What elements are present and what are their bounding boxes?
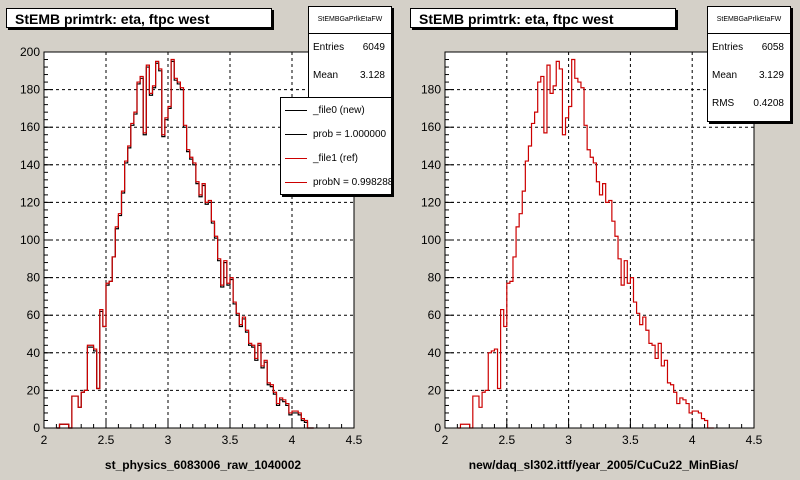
legend-entry-file1: _file1 (ref) <box>281 146 391 170</box>
left-stats-box: StEMBGaPrlkEtaFW Entries 6049 Mean 3.128 <box>308 6 392 98</box>
plot1-x-tick-label: 4.5 <box>746 433 763 447</box>
plot0-y-tick-label: 0 <box>33 421 40 435</box>
right-stats-box: StEMBGaPrlkEtaFW Entries 6058 Mean 3.129… <box>707 6 791 122</box>
left-stats-row-entries: Entries 6049 <box>313 42 385 53</box>
plot0-y-tick-label: 140 <box>20 158 40 172</box>
plot1-y-tick-label: 180 <box>421 83 441 97</box>
plot0-x-axis-label: st_physics_6083006_raw_1040002 <box>105 458 301 472</box>
plot0-x-tick-label: 3 <box>165 433 172 447</box>
legend-line-black <box>285 109 307 111</box>
plot0-x-tick-label: 2 <box>41 433 48 447</box>
left-stats-name: StEMBGaPrlkEtaFW <box>309 7 391 34</box>
plot0-y-tick-label: 120 <box>20 195 40 209</box>
plot0-y-tick-label: 160 <box>20 120 40 134</box>
plot1-y-tick-label: 100 <box>421 233 441 247</box>
plot0-y-tick-label: 20 <box>27 383 41 397</box>
legend-entry-probn: probN = 0.998288 <box>281 170 391 194</box>
plot1-y-tick-label: 40 <box>428 346 442 360</box>
plot0-y-tick-label: 80 <box>27 271 41 285</box>
right-plot-title: StEMB primtrk: eta, ftpc west <box>410 8 676 28</box>
plot1-y-tick-label: 60 <box>428 308 442 322</box>
plot1-y-tick-label: 20 <box>428 383 442 397</box>
left-plot-title: StEMB primtrk: eta, ftpc west <box>6 8 272 28</box>
left-legend: _file0 (new) prob = 1.000000 _file1 (ref… <box>280 97 392 195</box>
right-stats-row-mean: Mean 3.129 <box>712 70 784 81</box>
right-stats-name: StEMBGaPrlkEtaFW <box>708 7 790 34</box>
plot1-series-0 <box>457 58 714 429</box>
plot0-y-tick-label: 180 <box>20 83 40 97</box>
legend-line-red <box>285 181 307 183</box>
right-stats-row-entries: Entries 6058 <box>712 42 784 53</box>
plot1-y-tick-label: 80 <box>428 271 442 285</box>
plot1-y-tick-label: 160 <box>421 120 441 134</box>
plot1-x-tick-label: 2.5 <box>498 433 515 447</box>
legend-entry-file0: _file0 (new) <box>281 98 391 122</box>
plot0-x-tick-label: 4.5 <box>346 433 363 447</box>
plot1-y-tick-label: 120 <box>421 195 441 209</box>
plot0-series-1 <box>56 58 314 429</box>
plot1-x-tick-label: 3 <box>565 433 572 447</box>
plot1-y-tick-label: 140 <box>421 158 441 172</box>
plot1-x-tick-label: 3.5 <box>622 433 639 447</box>
legend-entry-prob: prob = 1.000000 <box>281 122 391 146</box>
legend-line-black <box>285 133 307 135</box>
plot0-x-tick-label: 4 <box>289 433 296 447</box>
plot1-frame <box>445 52 754 428</box>
legend-line-red <box>285 157 307 159</box>
right-stats-row-rms: RMS 0.4208 <box>712 98 784 109</box>
plot0-x-tick-label: 2.5 <box>98 433 115 447</box>
plot0-y-tick-label: 60 <box>27 308 41 322</box>
plot0-x-tick-label: 3.5 <box>222 433 239 447</box>
plot1-x-axis-label: new/daq_sl302.ittf/year_2005/CuCu22_MinB… <box>469 458 739 472</box>
plot1-x-tick-label: 4 <box>689 433 696 447</box>
plot1-x-tick-label: 2 <box>442 433 449 447</box>
left-stats-row-mean: Mean 3.128 <box>313 70 385 81</box>
plot1-y-tick-label: 0 <box>434 421 441 435</box>
plot0-y-tick-label: 200 <box>20 45 40 59</box>
plot0-y-tick-label: 40 <box>27 346 41 360</box>
plot0-y-tick-label: 100 <box>20 233 40 247</box>
